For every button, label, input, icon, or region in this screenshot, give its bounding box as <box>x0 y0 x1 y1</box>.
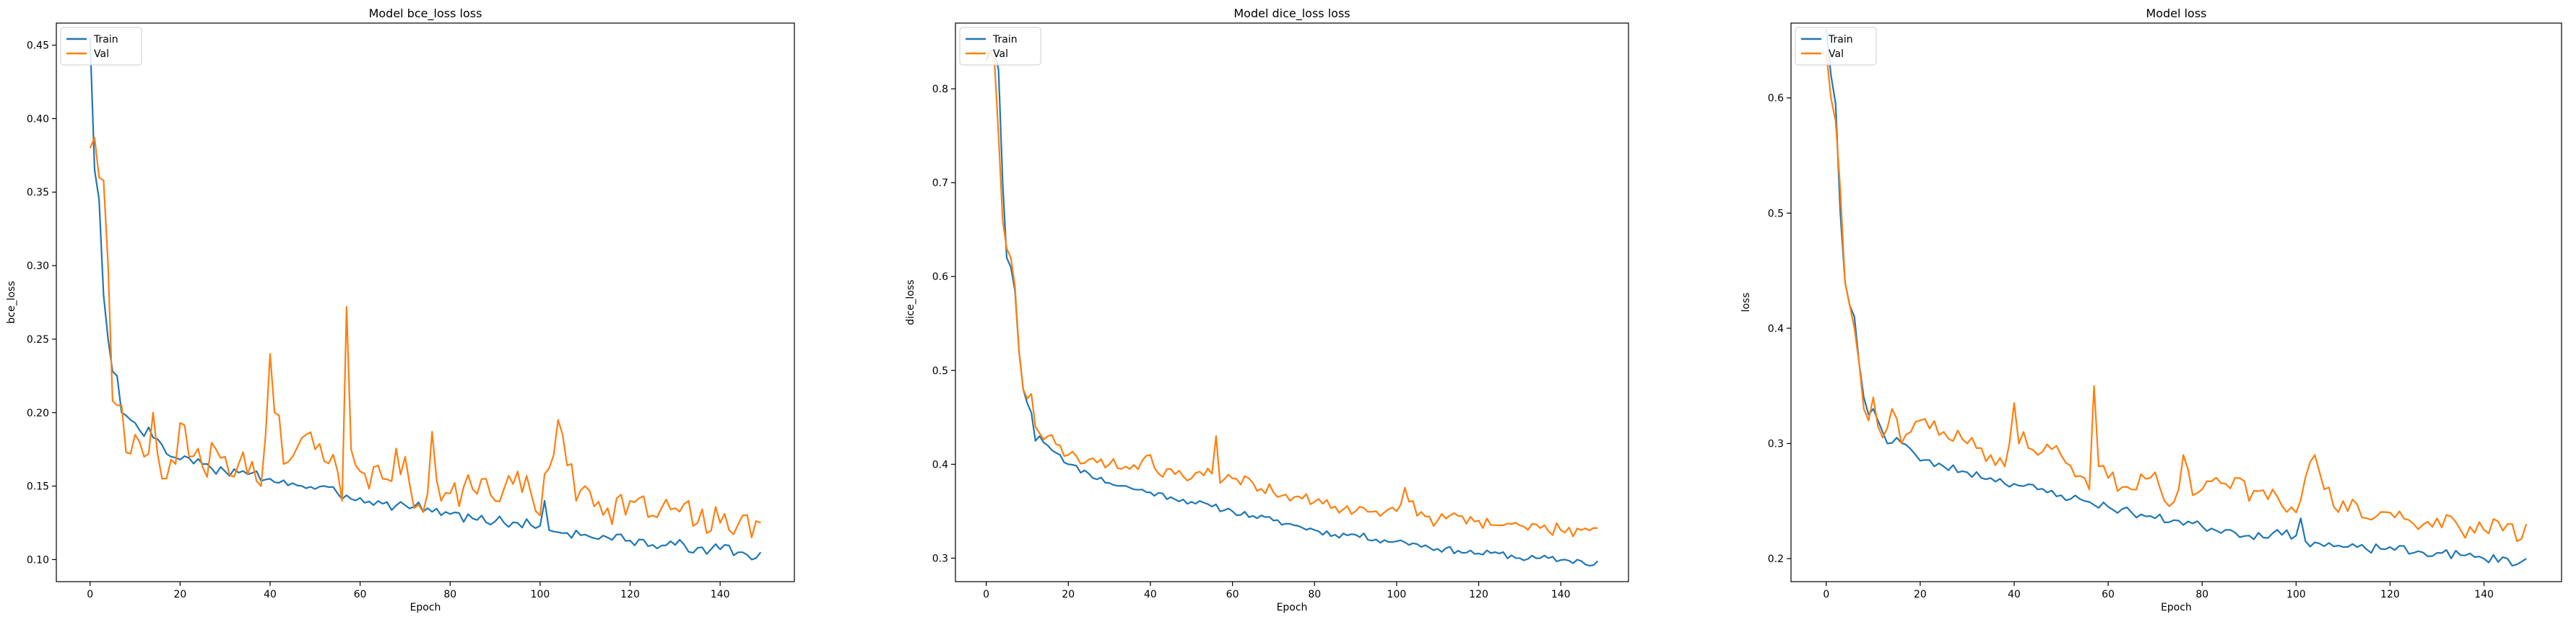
y-tick-label: 0.8 <box>932 84 948 95</box>
y-axis-label: bce_loss <box>6 281 17 323</box>
chart-title: Model dice_loss loss <box>1233 6 1350 21</box>
x-tick-label: 100 <box>2286 589 2306 600</box>
x-tick-label: 120 <box>1469 589 1488 600</box>
legend-label-train: Train <box>1828 34 1853 45</box>
x-tick-label: 80 <box>443 589 456 600</box>
legend-label-val: Val <box>94 48 109 60</box>
legend: Train Val <box>1795 27 1877 66</box>
x-tick-label: 0 <box>1823 589 1829 600</box>
chart-panel-3: Model loss 0 20 40 60 80 100 120 140 0.2 0.3 0.4 0.5… <box>1740 6 2562 613</box>
x-tick-label: 100 <box>1387 589 1407 600</box>
y-tick-label: 0.6 <box>932 271 948 283</box>
x-tick-label: 20 <box>173 589 186 600</box>
plot-frame <box>955 22 1629 582</box>
series-line-val <box>1825 51 2528 543</box>
legend-box <box>1795 27 1877 66</box>
y-tick-label: 0.15 <box>27 481 49 493</box>
x-tick-label: 60 <box>1226 589 1239 600</box>
y-axis-label: dice_loss <box>905 279 916 325</box>
x-tick-label: 40 <box>264 589 277 600</box>
x-tick-label: 120 <box>2380 589 2400 600</box>
x-tick-label: 40 <box>1144 589 1157 600</box>
x-tick-label: 120 <box>620 589 640 600</box>
x-tick-label: 40 <box>2008 589 2021 600</box>
x-tick-label: 0 <box>87 589 93 600</box>
y-tick-label: 0.35 <box>27 187 49 198</box>
x-tick-label: 80 <box>1308 589 1321 600</box>
y-tick-label: 0.5 <box>932 365 948 377</box>
x-tick-label: 60 <box>2102 589 2115 600</box>
x-tick-label: 80 <box>2195 589 2208 600</box>
series-line-val <box>985 50 1598 538</box>
y-tick-label: 0.45 <box>27 40 49 52</box>
legend: Train Val <box>959 27 1041 66</box>
y-tick-label: 0.3 <box>1768 438 1784 450</box>
legend-label-train: Train <box>992 34 1018 45</box>
y-tick-label: 0.5 <box>1768 208 1784 219</box>
plot-frame <box>1790 22 2562 582</box>
x-tick-label: 140 <box>1551 589 1571 600</box>
y-tick-label: 0.20 <box>27 408 49 419</box>
y-tick-label: 0.4 <box>932 459 948 471</box>
legend-label-val: Val <box>1829 48 1844 60</box>
series-line-val <box>89 136 761 538</box>
x-tick-label: 140 <box>711 589 730 600</box>
chart-title: Model loss <box>2146 6 2206 20</box>
chart-panel-2: Model dice_loss loss 0 20 40 60 80 100 120 140 0.… <box>905 6 1629 613</box>
x-axis-label: Epoch <box>410 602 441 613</box>
y-tick-label: 0.4 <box>1768 323 1784 335</box>
y-tick-label: 0.30 <box>27 261 49 272</box>
series-line-train <box>1825 28 2527 567</box>
chart-title: Model bce_loss loss <box>369 6 482 21</box>
chart-panel-1: Model bce_loss loss 0 20 40 60 80 100 120 140 0.1… <box>6 6 795 613</box>
x-tick-label: 20 <box>1914 589 1927 600</box>
y-tick-label: 0.40 <box>27 113 49 125</box>
y-tick-label: 0.7 <box>932 178 948 189</box>
legend-label-train: Train <box>93 34 118 45</box>
legend-box <box>959 27 1041 66</box>
x-tick-label: 0 <box>983 589 989 600</box>
legend-label-val: Val <box>993 48 1008 60</box>
legend-box <box>60 27 142 66</box>
y-tick-label: 0.6 <box>1768 93 1784 105</box>
x-tick-label: 60 <box>354 589 367 600</box>
y-tick-label: 0.25 <box>27 334 49 346</box>
x-tick-label: 140 <box>2474 589 2494 600</box>
series-line-train <box>985 48 1599 566</box>
legend: Train Val <box>60 27 142 66</box>
x-axis-label: Epoch <box>1277 602 1308 613</box>
y-tick-label: 0.10 <box>27 554 49 566</box>
y-tick-label: 0.3 <box>932 553 948 564</box>
x-tick-label: 20 <box>1062 589 1075 600</box>
y-axis-label: loss <box>1740 292 1752 312</box>
y-tick-label: 0.2 <box>1768 553 1784 565</box>
x-axis-label: Epoch <box>2161 602 2192 613</box>
x-tick-label: 100 <box>531 589 550 600</box>
plot-frame <box>56 22 795 582</box>
